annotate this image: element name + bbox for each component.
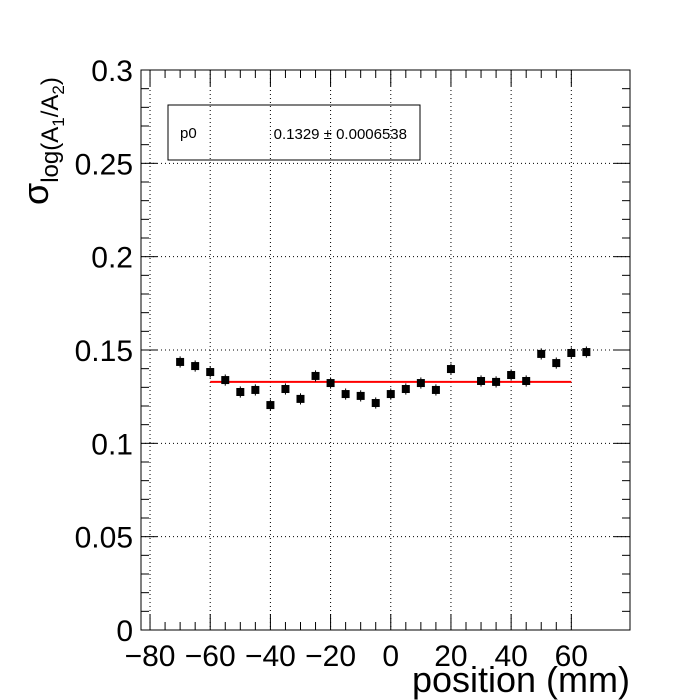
y-tick-label: 0.1 <box>91 428 133 461</box>
x-axis-title: position (mm) <box>412 659 630 700</box>
point <box>371 399 380 408</box>
point <box>552 359 561 368</box>
y-title-part: σ <box>15 183 56 205</box>
y-title-part: /A <box>37 95 64 118</box>
y-title-part: 2 <box>49 85 68 94</box>
y-tick-label: 0.05 <box>75 522 133 555</box>
fit-param-name: p0 <box>180 125 197 142</box>
y-tick-label: 0.2 <box>91 242 133 275</box>
point <box>537 349 546 358</box>
point <box>431 385 440 394</box>
y-title-part: log(A <box>37 127 64 183</box>
x-tick-label: −60 <box>185 640 236 673</box>
point <box>281 385 290 394</box>
y-tick-label: 0 <box>116 615 133 648</box>
point <box>251 385 260 394</box>
y-tick-label: 0.3 <box>91 55 133 88</box>
point <box>296 394 305 403</box>
x-tick-label: −80 <box>125 640 176 673</box>
point <box>582 348 591 357</box>
point <box>492 377 501 386</box>
x-tick-label: 40 <box>494 640 527 673</box>
x-tick-label: 20 <box>434 640 467 673</box>
y-tick-label: 0.25 <box>75 148 133 181</box>
point <box>507 371 516 380</box>
y-axis-title: σlog(A1/A2) <box>15 77 68 205</box>
point <box>356 391 365 400</box>
point <box>401 385 410 394</box>
point <box>236 388 245 396</box>
y-title-part: 1 <box>49 117 68 126</box>
point <box>416 379 425 388</box>
point <box>341 390 350 399</box>
x-tick-label: 60 <box>555 640 588 673</box>
x-tick-label: 0 <box>382 640 399 673</box>
point <box>522 376 531 385</box>
point <box>386 390 395 399</box>
plot-frame <box>140 69 631 631</box>
x-tick-label: −40 <box>245 640 296 673</box>
point <box>191 362 200 371</box>
point <box>206 368 215 377</box>
point <box>176 357 185 366</box>
y-tick-label: 0.15 <box>75 335 133 368</box>
point <box>446 365 455 374</box>
point <box>221 376 230 385</box>
y-title-part: ) <box>37 77 64 85</box>
point <box>477 376 486 385</box>
x-tick-label: −20 <box>305 640 356 673</box>
point <box>326 379 335 388</box>
point <box>266 401 275 410</box>
point <box>567 348 576 357</box>
point <box>311 371 320 380</box>
fit-param-value: 0.1329 ± 0.0006538 <box>274 126 407 143</box>
